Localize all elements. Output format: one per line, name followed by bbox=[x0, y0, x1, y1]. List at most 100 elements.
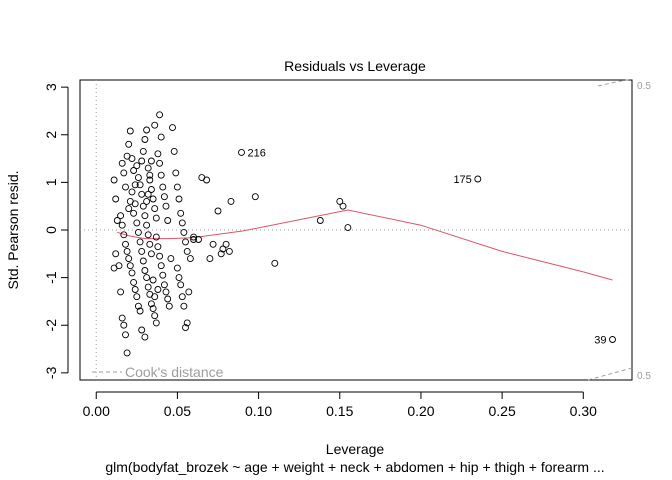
data-point bbox=[162, 288, 170, 296]
data-point bbox=[134, 302, 142, 310]
data-point bbox=[118, 159, 126, 167]
data-point bbox=[162, 202, 170, 210]
data-point bbox=[147, 250, 155, 258]
data-point bbox=[156, 111, 164, 119]
data-point bbox=[178, 219, 186, 227]
data-point bbox=[118, 314, 126, 322]
data-point bbox=[227, 197, 235, 205]
data-point bbox=[251, 193, 259, 201]
data-point bbox=[173, 183, 181, 191]
cooks-contour-upper bbox=[597, 78, 633, 87]
data-point bbox=[130, 278, 138, 286]
point-label: 216 bbox=[248, 147, 266, 159]
data-point bbox=[185, 288, 193, 296]
data-point bbox=[136, 307, 144, 315]
data-point bbox=[130, 209, 138, 217]
data-point bbox=[131, 286, 139, 293]
data-point bbox=[186, 255, 194, 263]
data-point bbox=[474, 175, 482, 183]
x-axis-label: Leverage bbox=[326, 441, 385, 457]
data-point bbox=[164, 295, 172, 303]
data-point bbox=[125, 140, 133, 148]
data-point bbox=[120, 231, 128, 239]
data-point bbox=[115, 262, 123, 270]
data-point bbox=[152, 214, 160, 222]
data-point bbox=[128, 188, 136, 196]
data-point bbox=[151, 121, 159, 129]
data-point bbox=[157, 133, 165, 141]
data-point bbox=[165, 302, 173, 310]
data-point bbox=[177, 209, 185, 217]
data-point bbox=[134, 228, 142, 236]
data-point bbox=[126, 262, 134, 270]
data-point bbox=[112, 195, 120, 203]
data-point bbox=[609, 336, 616, 343]
data-point bbox=[141, 267, 149, 274]
data-point bbox=[180, 302, 188, 310]
data-point bbox=[152, 233, 160, 241]
data-point bbox=[217, 250, 225, 258]
data-point bbox=[238, 148, 245, 156]
data-point bbox=[139, 257, 147, 265]
data-point bbox=[169, 124, 176, 132]
data-point bbox=[122, 183, 129, 191]
data-point bbox=[133, 162, 141, 170]
data-point bbox=[139, 202, 147, 210]
data-point bbox=[175, 195, 183, 203]
data-point bbox=[143, 126, 151, 134]
x-tick-label: 0.05 bbox=[164, 403, 191, 419]
y-tick-label: 0 bbox=[43, 226, 59, 234]
data-points bbox=[110, 111, 616, 357]
data-point bbox=[170, 147, 178, 155]
data-point bbox=[147, 186, 155, 193]
data-point bbox=[138, 326, 146, 334]
data-point bbox=[206, 255, 214, 263]
data-point bbox=[138, 157, 146, 165]
data-point bbox=[146, 240, 154, 248]
data-point bbox=[136, 238, 144, 246]
data-point bbox=[141, 333, 149, 341]
data-point bbox=[143, 197, 151, 205]
data-point bbox=[214, 207, 222, 215]
data-point bbox=[159, 183, 167, 191]
data-point bbox=[159, 271, 167, 279]
data-point bbox=[149, 305, 157, 313]
data-point bbox=[178, 293, 186, 301]
x-tick-label: 0.25 bbox=[488, 403, 515, 419]
data-point bbox=[151, 312, 159, 320]
data-point bbox=[133, 219, 141, 227]
data-point bbox=[125, 205, 133, 213]
data-point bbox=[316, 217, 324, 224]
data-point bbox=[195, 236, 202, 243]
data-point bbox=[156, 252, 164, 260]
chart-subtitle: glm(bodyfat_brozek ~ age + weight + neck… bbox=[105, 459, 604, 475]
data-point bbox=[128, 269, 136, 277]
cooks-distance-contours bbox=[587, 78, 633, 381]
data-point bbox=[160, 281, 168, 289]
data-point bbox=[149, 276, 157, 284]
data-point bbox=[146, 176, 154, 184]
x-tick-label: 0.30 bbox=[570, 403, 597, 419]
data-point bbox=[156, 159, 164, 167]
data-point bbox=[128, 155, 136, 163]
data-point bbox=[131, 200, 139, 208]
data-point bbox=[136, 181, 144, 189]
data-point bbox=[177, 281, 185, 289]
data-point bbox=[138, 190, 146, 198]
reference-lines bbox=[80, 80, 632, 380]
data-point bbox=[154, 243, 162, 251]
data-point bbox=[182, 238, 189, 246]
x-tick-label: 0.15 bbox=[326, 403, 353, 419]
data-point bbox=[151, 205, 159, 213]
data-point bbox=[344, 224, 352, 232]
data-point bbox=[120, 321, 128, 329]
smoother-line bbox=[117, 209, 613, 281]
cooks-contour-lower bbox=[587, 367, 633, 381]
data-point bbox=[146, 171, 154, 179]
data-point bbox=[131, 181, 139, 189]
data-point bbox=[147, 300, 155, 308]
data-point bbox=[144, 283, 152, 291]
data-point bbox=[183, 247, 191, 255]
data-point bbox=[144, 164, 152, 172]
